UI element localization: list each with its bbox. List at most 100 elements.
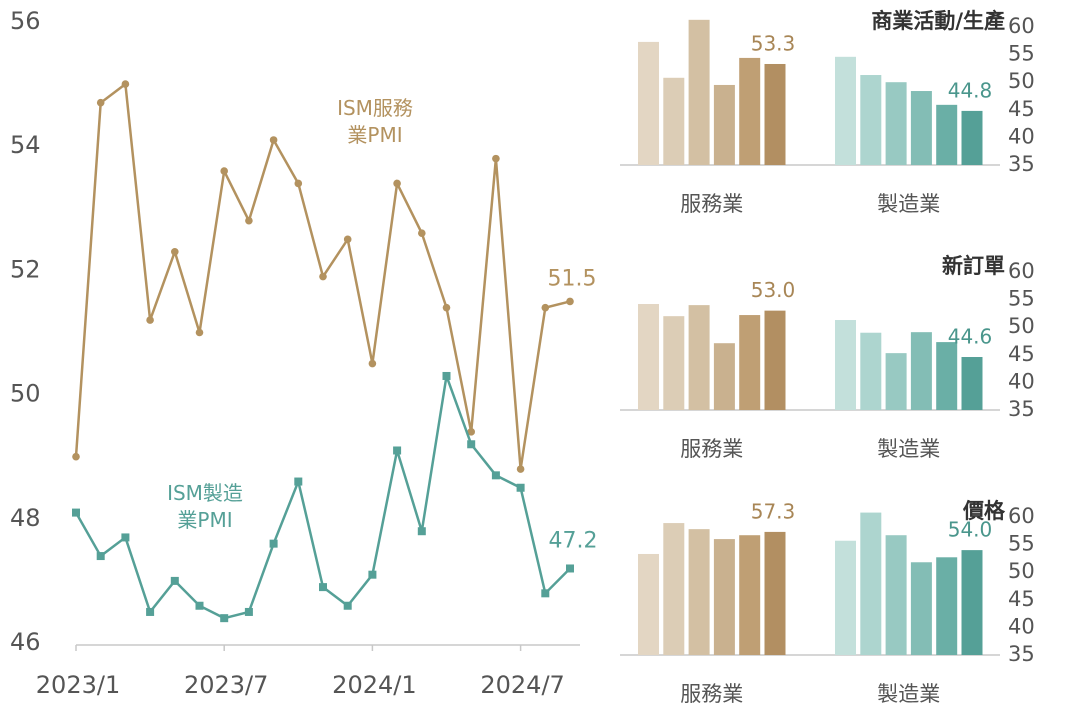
bar <box>885 535 907 655</box>
point <box>72 508 80 517</box>
series-name: ISM製造業PMI <box>167 481 243 532</box>
point <box>269 539 278 548</box>
y-tick-label: 45 <box>1008 342 1035 366</box>
y-tick-label: 54 <box>10 131 41 159</box>
bar <box>688 19 710 165</box>
y-tick-label: 45 <box>1008 587 1035 611</box>
group-label: 製造業 <box>877 437 940 461</box>
series-name: ISM服務業PMI <box>337 96 413 147</box>
point <box>442 303 451 312</box>
point <box>417 527 426 536</box>
point <box>442 371 451 380</box>
group-label: 服務業 <box>680 192 743 216</box>
point <box>146 607 155 616</box>
bar <box>713 539 735 655</box>
point <box>368 359 377 368</box>
bar <box>764 531 786 655</box>
point <box>195 601 204 610</box>
value-label: 53.3 <box>751 31 796 55</box>
point <box>96 98 105 107</box>
value-label: 53.0 <box>751 278 796 302</box>
y-tick-label: 55 <box>1008 42 1035 66</box>
point <box>418 229 426 237</box>
point <box>319 583 327 592</box>
y-tick-label: 46 <box>10 628 41 656</box>
y-tick-label: 35 <box>1008 152 1035 176</box>
y-tick-label: 55 <box>1008 532 1035 556</box>
value-label: 57.3 <box>751 499 796 523</box>
y-tick-label: 60 <box>1008 504 1035 528</box>
y-tick-label: 40 <box>1008 124 1035 148</box>
y-tick-label: 35 <box>1008 642 1035 666</box>
point <box>516 483 525 492</box>
bar <box>663 316 685 410</box>
bar <box>835 56 856 165</box>
value-label: 51.5 <box>548 266 597 291</box>
point <box>492 154 500 163</box>
y-tick-label: 60 <box>1008 14 1035 38</box>
group-label: 製造業 <box>877 682 940 706</box>
point <box>393 179 401 188</box>
bar <box>860 75 882 165</box>
series-line <box>74 375 571 620</box>
bar <box>860 332 882 410</box>
point <box>171 247 179 256</box>
point <box>195 328 204 337</box>
point <box>368 570 377 579</box>
y-tick-label: 50 <box>1008 559 1035 583</box>
point <box>121 533 130 542</box>
bar <box>910 332 932 410</box>
value-label: 54.0 <box>948 518 993 542</box>
y-tick-label: 52 <box>10 255 41 283</box>
group-label: 製造業 <box>877 192 940 216</box>
bar <box>936 104 958 165</box>
bar <box>713 84 735 165</box>
bar <box>961 550 983 655</box>
bar <box>739 535 761 655</box>
value-label: 44.8 <box>948 78 993 102</box>
bar <box>910 562 932 655</box>
point <box>72 452 80 461</box>
point <box>244 607 253 616</box>
point <box>467 428 476 436</box>
panel-title: 新訂單 <box>942 254 1005 278</box>
point <box>343 601 352 610</box>
y-tick-label: 45 <box>1008 97 1035 121</box>
value-label: 44.6 <box>948 325 993 349</box>
bar <box>764 310 786 410</box>
bar <box>961 357 983 410</box>
point <box>146 316 154 324</box>
y-tick-label: 50 <box>1008 69 1035 93</box>
x-tick-label: 2023/1 <box>36 671 120 699</box>
point <box>566 297 574 306</box>
point <box>319 272 327 281</box>
bar <box>739 57 761 165</box>
bar <box>638 41 659 165</box>
bar <box>885 82 907 165</box>
bar <box>936 342 958 410</box>
bar <box>739 315 761 410</box>
y-tick-label: 50 <box>10 380 41 408</box>
bar <box>860 512 882 655</box>
bar <box>910 91 932 165</box>
point <box>467 440 476 449</box>
y-tick-label: 48 <box>10 504 41 532</box>
point <box>491 471 500 480</box>
point <box>566 564 574 573</box>
point <box>541 589 550 598</box>
value-label: 47.2 <box>549 528 598 553</box>
point <box>516 465 525 473</box>
bar <box>688 529 710 655</box>
point <box>294 179 303 188</box>
y-tick-label: 35 <box>1008 397 1035 421</box>
y-tick-label: 60 <box>1008 259 1035 283</box>
point <box>294 477 303 486</box>
x-tick-label: 2024/7 <box>480 671 564 699</box>
bar <box>638 304 659 410</box>
point <box>121 80 130 88</box>
point <box>170 576 179 585</box>
group-label: 服務業 <box>680 682 743 706</box>
y-tick-label: 40 <box>1008 369 1035 393</box>
bar <box>663 77 685 165</box>
